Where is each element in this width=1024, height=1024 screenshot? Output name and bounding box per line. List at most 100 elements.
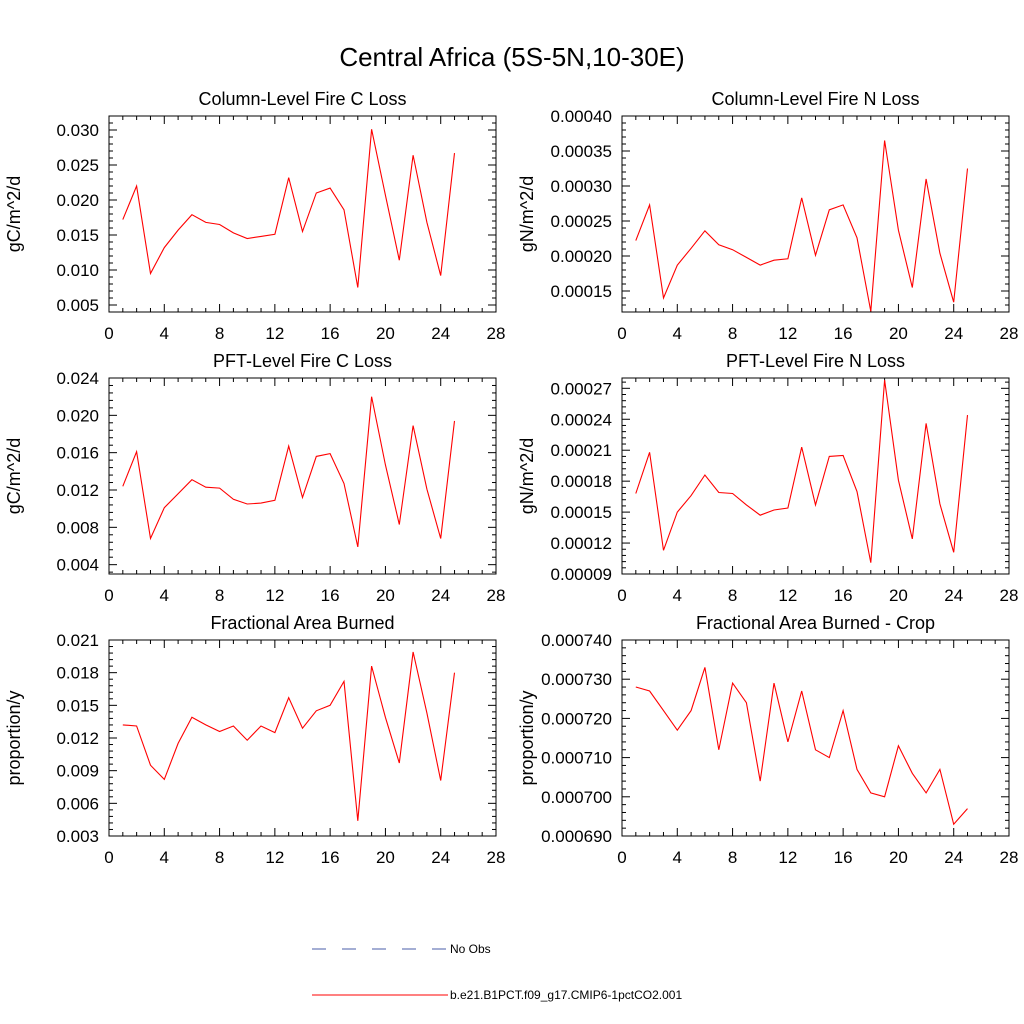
x-tick-label: 16 (321, 848, 340, 867)
y-tick-label: 0.000720 (541, 709, 612, 728)
x-tick-label: 8 (728, 324, 737, 343)
x-tick-label: 8 (215, 324, 224, 343)
y-tick-label: 0.003 (56, 827, 99, 846)
figure-title: Central Africa (5S-5N,10-30E) (339, 42, 684, 72)
y-tick-label: 0.005 (56, 296, 99, 315)
y-tick-label: 0.00030 (551, 177, 612, 196)
y-tick-label: 0.024 (56, 369, 99, 388)
x-tick-label: 28 (1000, 586, 1019, 605)
plot-frame (621, 115, 1010, 313)
y-axis-label: proportion/y (517, 690, 537, 785)
x-tick-label: 16 (321, 586, 340, 605)
x-tick-label: 24 (431, 586, 450, 605)
x-tick-label: 28 (1000, 324, 1019, 343)
chart-panel-1: Column-Level Fire C Loss gC/m^2/d 0 4 8 12 16 2… (4, 89, 505, 343)
x-tick-label: 0 (617, 324, 626, 343)
y-tick-label: 0.000730 (541, 670, 612, 689)
y-tick-label: 0.00027 (551, 379, 612, 398)
x-tick-label: 4 (673, 848, 682, 867)
x-tick-label: 12 (265, 324, 284, 343)
y-tick-label: 0.000690 (541, 827, 612, 846)
x-tick-label: 20 (376, 324, 395, 343)
x-tick-label: 24 (944, 586, 963, 605)
x-tick-label: 8 (215, 586, 224, 605)
x-tick-label: 16 (834, 848, 853, 867)
x-tick-label: 0 (104, 324, 113, 343)
x-tick-label: 12 (265, 848, 284, 867)
panel-title: PFT-Level Fire C Loss (213, 351, 392, 371)
chart-panel-4: PFT-Level Fire N Loss gN/m^2/d 0 4 8 12 16 20 24… (517, 351, 1018, 605)
panel-title: Fractional Area Burned (210, 613, 394, 633)
y-tick-label: 0.025 (56, 156, 99, 175)
legend-label: No Obs (450, 942, 491, 956)
y-tick-label: 0.00040 (551, 107, 612, 126)
chart-panel-6: Fractional Area Burned - Crop proportion/… (517, 613, 1018, 867)
legend-item-2: b.e21.B1PCT.f09_g17.CMIP6-1pctCO2.001 (312, 988, 682, 1002)
y-tick-label: 0.00021 (551, 441, 612, 460)
legend-label: b.e21.B1PCT.f09_g17.CMIP6-1pctCO2.001 (450, 988, 682, 1002)
y-axis-label: gC/m^2/d (4, 176, 24, 252)
x-tick-label: 20 (376, 848, 395, 867)
y-tick-label: 0.00012 (551, 534, 612, 553)
x-tick-label: 8 (215, 848, 224, 867)
y-tick-label: 0.015 (56, 696, 99, 715)
y-tick-label: 0.018 (56, 664, 99, 683)
x-tick-label: 4 (160, 848, 169, 867)
x-tick-label: 12 (778, 324, 797, 343)
y-tick-label: 0.010 (56, 261, 99, 280)
x-tick-label: 28 (487, 586, 506, 605)
series-line (635, 140, 969, 312)
y-tick-label: 0.00035 (551, 142, 612, 161)
y-axis-label: gN/m^2/d (517, 438, 537, 514)
x-tick-label: 20 (889, 324, 908, 343)
plot-frame (621, 639, 1010, 837)
plot-frame (108, 639, 497, 837)
series-line (635, 380, 969, 563)
panel-title: PFT-Level Fire N Loss (726, 351, 905, 371)
y-tick-label: 0.00024 (551, 410, 612, 429)
x-tick-label: 20 (889, 586, 908, 605)
x-tick-label: 24 (431, 324, 450, 343)
y-tick-label: 0.020 (56, 406, 99, 425)
x-tick-label: 28 (487, 848, 506, 867)
y-tick-label: 0.020 (56, 191, 99, 210)
y-tick-label: 0.009 (56, 762, 99, 781)
x-tick-label: 24 (431, 848, 450, 867)
panel-title: Column-Level Fire N Loss (711, 89, 919, 109)
x-tick-label: 0 (617, 848, 626, 867)
x-tick-label: 12 (265, 586, 284, 605)
legend-item-1: No Obs (312, 942, 491, 956)
y-tick-label: 0.016 (56, 444, 99, 463)
legend: No Obs b.e21.B1PCT.f09_g17.CMIP6-1pctCO2.… (312, 942, 682, 1002)
x-tick-label: 12 (778, 848, 797, 867)
series-line (122, 651, 456, 821)
x-tick-label: 4 (160, 324, 169, 343)
x-tick-label: 8 (728, 848, 737, 867)
chart-panel-3: PFT-Level Fire C Loss gC/m^2/d 0 4 8 12 16 20 24… (4, 351, 505, 605)
plot-frame (108, 115, 497, 313)
x-tick-label: 0 (617, 586, 626, 605)
y-tick-label: 0.030 (56, 121, 99, 140)
x-tick-label: 8 (728, 586, 737, 605)
y-tick-label: 0.00015 (551, 282, 612, 301)
x-tick-label: 0 (104, 586, 113, 605)
series-line (122, 129, 456, 288)
x-tick-label: 0 (104, 848, 113, 867)
y-tick-label: 0.012 (56, 729, 99, 748)
y-tick-label: 0.015 (56, 226, 99, 245)
y-tick-label: 0.000710 (541, 749, 612, 768)
x-tick-label: 28 (1000, 848, 1019, 867)
y-tick-label: 0.006 (56, 794, 99, 813)
y-tick-label: 0.000700 (541, 788, 612, 807)
y-tick-label: 0.00020 (551, 247, 612, 266)
y-tick-label: 0.021 (56, 631, 99, 650)
y-tick-label: 0.00025 (551, 212, 612, 231)
y-tick-label: 0.00018 (551, 472, 612, 491)
x-tick-label: 12 (778, 586, 797, 605)
y-tick-label: 0.012 (56, 481, 99, 500)
x-tick-label: 28 (487, 324, 506, 343)
panels-grid: Column-Level Fire C Loss gC/m^2/d 0 4 8 12 16 2… (4, 89, 1018, 867)
y-tick-label: 0.004 (56, 556, 99, 575)
plot-frame (108, 377, 497, 575)
chart-panel-5: Fractional Area Burned proportion/y 0 4 8 12 1… (4, 613, 505, 867)
